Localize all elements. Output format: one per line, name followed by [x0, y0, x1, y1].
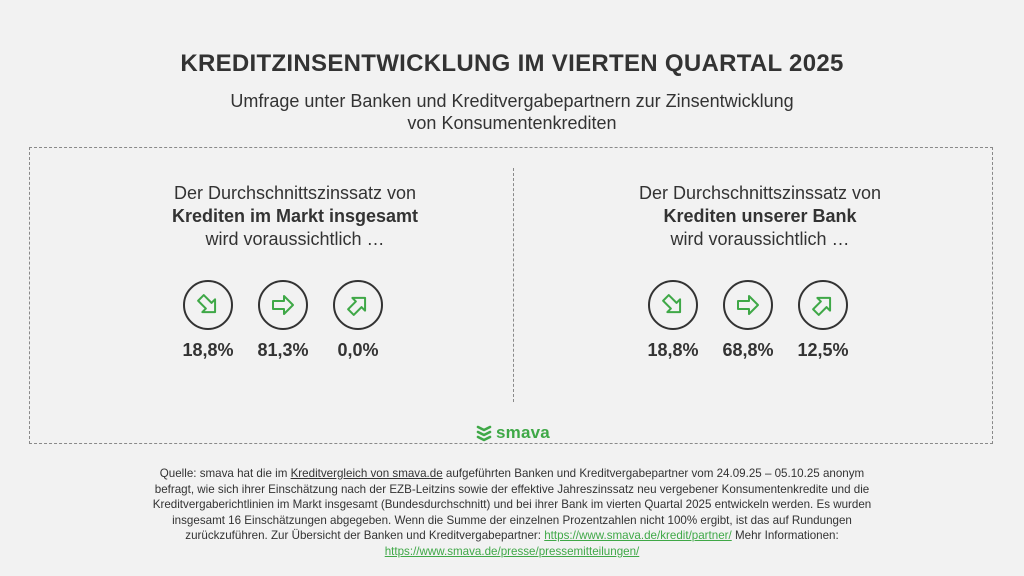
page-title: KREDITZINSENTWICKLUNG IM VIERTEN QUARTAL… [180, 50, 844, 77]
panel-own-bank-line-1: Der Durchschnittszinssatz von [638, 183, 882, 203]
source-note: Quelle: smava hat die im Kreditvergleich… [150, 466, 874, 560]
indicator-increase-value: 0,0% [337, 340, 379, 360]
arrow-up-right-icon [798, 280, 848, 330]
indicator-steady-value: 81,3% [257, 340, 309, 360]
arrow-down-right-icon [183, 280, 233, 330]
indicator-increase-value: 12,5% [797, 340, 849, 360]
panel-market: Der Durchschnittszinssatz von Krediten i… [85, 182, 505, 360]
source-text-2: aufgeführten Banken und Kreditvergabepar… [152, 467, 872, 543]
indicator-steady-value: 68,8% [722, 340, 774, 360]
source-text-3: Mehr Informationen: [731, 529, 839, 543]
indicator-steady: 68,8% [708, 280, 788, 361]
panel-divider [513, 168, 514, 402]
indicator-increase: 12,5% [783, 280, 863, 361]
survey-results-box: Der Durchschnittszinssatz von Krediten i… [29, 147, 993, 444]
panel-own-bank-indicators: 18,8% 68,8% 12,5% [550, 280, 970, 380]
smava-logo-icon [476, 425, 492, 442]
arrow-down-right-icon [648, 280, 698, 330]
panel-market-line-1: Der Durchschnittszinssatz von [173, 183, 417, 203]
panel-market-indicators: 18,8% 81,3% 0,0% [85, 280, 505, 380]
indicator-decrease: 18,8% [633, 280, 713, 361]
panel-own-bank-description: Der Durchschnittszinssatz von Krediten u… [550, 182, 970, 251]
source-text-1: Quelle: smava hat die im [159, 467, 291, 480]
partner-link[interactable]: https://www.smava.de/kredit/partner/ [544, 529, 732, 543]
subtitle-line-1: Umfrage unter Banken und Kreditvergabepa… [230, 91, 794, 111]
arrow-right-icon [723, 280, 773, 330]
page-subtitle: Umfrage unter Banken und Kreditvergabepa… [0, 90, 1024, 134]
arrow-up-right-icon [333, 280, 383, 330]
panel-own-bank-line-3: wird voraussichtlich … [670, 229, 850, 249]
indicator-steady: 81,3% [243, 280, 323, 361]
panel-market-line-2: Krediten im Markt insgesamt [171, 206, 419, 226]
indicator-decrease: 18,8% [168, 280, 248, 361]
indicator-increase: 0,0% [318, 280, 398, 361]
subtitle-line-2: von Konsumentenkrediten [407, 113, 617, 133]
press-link[interactable]: https://www.smava.de/presse/pressemittei… [384, 544, 640, 558]
panel-own-bank-line-2: Krediten unserer Bank [663, 206, 857, 226]
indicator-decrease-value: 18,8% [647, 340, 699, 360]
arrow-right-icon [258, 280, 308, 330]
indicator-decrease-value: 18,8% [182, 340, 234, 360]
kreditvergleich-link[interactable]: Kreditvergleich von smava.de [290, 467, 443, 480]
panel-own-bank: Der Durchschnittszinssatz von Krediten u… [550, 182, 970, 360]
smava-logo: smava [476, 422, 550, 444]
panel-market-line-3: wird voraussichtlich … [205, 229, 385, 249]
smava-logo-text: smava [496, 423, 550, 442]
panel-market-description: Der Durchschnittszinssatz von Krediten i… [85, 182, 505, 251]
